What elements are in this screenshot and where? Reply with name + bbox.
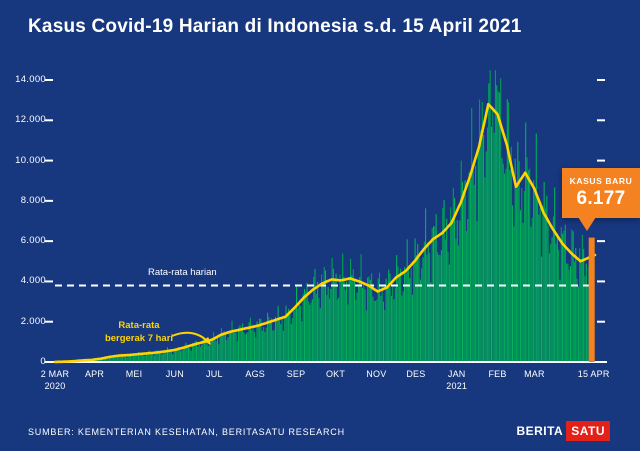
x-tick-label: OKT	[325, 369, 346, 379]
y-axis-labels: 0 2.000 4.000 6.000 8.000 10.000 12.000 14.000	[10, 62, 48, 372]
x-tick-label: 15 APR	[577, 369, 610, 379]
latest-bar	[588, 237, 595, 362]
daily-average-label: Rata-rata harian	[148, 267, 217, 278]
y-tick-label: 6.000	[20, 235, 46, 247]
y-tick-label: 2.000	[20, 315, 46, 327]
source-text: SUMBER: KEMENTERIAN KESEHATAN, BERITASAT…	[28, 427, 345, 437]
daily-bars	[55, 70, 590, 363]
x-tick-label: JUL	[206, 369, 223, 379]
new-cases-badge: KASUS BARU 6.177	[562, 168, 640, 231]
x-tick-label: AGS	[245, 369, 265, 379]
x-tick-label: JUN	[165, 369, 184, 379]
beritasatu-logo: BERITA SATU	[514, 421, 610, 441]
x-axis-labels: 2 MAR 2020 APR MEI JUN JUL AGS SEP OKT NOV DES JAN 2…	[41, 368, 610, 398]
x-tick-label: FEB	[488, 369, 507, 379]
annotation-arrow-icon	[171, 331, 211, 345]
x-tick-label: APR	[84, 369, 105, 379]
chart-plot	[45, 70, 607, 364]
x-tick-label: DES	[406, 369, 426, 379]
y-tick-label: 4.000	[20, 275, 46, 287]
x-tick-sublabel: 2020	[44, 381, 66, 392]
badge-label: KASUS BARU	[569, 176, 633, 186]
x-tick-sublabel: 2021	[446, 381, 468, 392]
x-tick-label: MEI	[125, 369, 143, 379]
moving-average-label: Rata-rata bergerak 7 hari	[94, 320, 184, 346]
logo-satu: SATU	[566, 421, 610, 441]
x-tick-label: JAN 2021	[446, 369, 468, 392]
moving-average-label-line2: bergerak 7 hari	[104, 332, 174, 344]
x-tick-label: SEP	[286, 369, 306, 379]
logo-berita: BERITA	[516, 424, 564, 438]
moving-average-line	[53, 102, 597, 364]
x-tick-label: MAR	[524, 369, 545, 379]
y-tick-label: 14.000	[15, 74, 46, 85]
y-tick-label: 8.000	[20, 194, 46, 206]
y-tick-label: 0	[40, 356, 46, 367]
x-tick-label: 2 MAR 2020	[40, 369, 70, 392]
y-tick-label: 12.000	[15, 114, 46, 126]
badge-value: 6.177	[576, 188, 626, 209]
x-tick-label: NOV	[366, 369, 387, 379]
chart-area: 0 2.000 4.000 6.000 8.000 10.000 12.000 14.000 …	[10, 62, 625, 407]
page-title: Kasus Covid-19 Harian di Indonesia s.d. …	[28, 16, 522, 37]
moving-average-label-line1: Rata-rata	[118, 320, 160, 331]
y-tick-label: 10.000	[15, 154, 46, 166]
